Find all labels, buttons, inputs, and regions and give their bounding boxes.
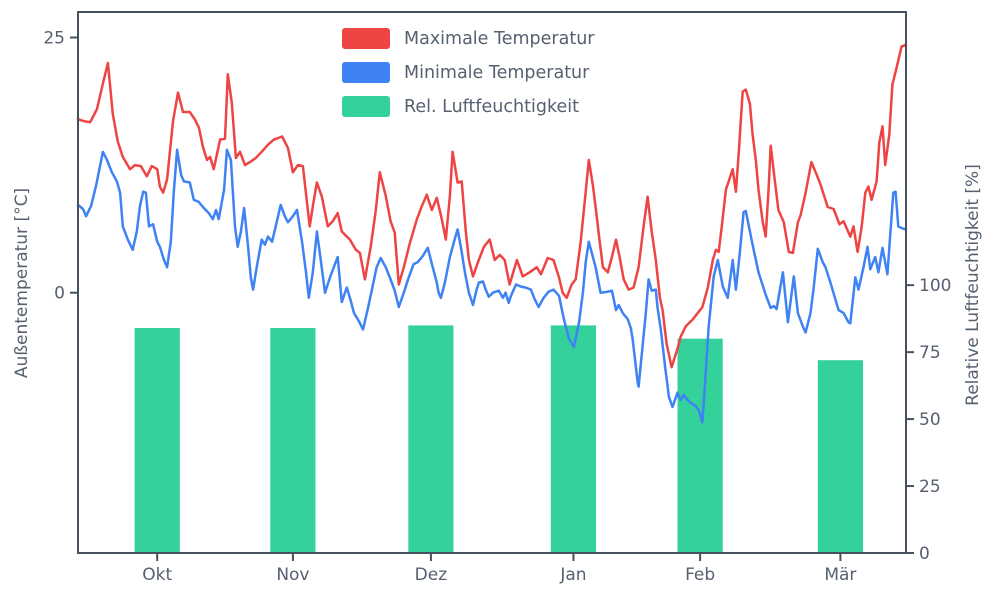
x-tick-label-Mär: Mär bbox=[824, 565, 856, 585]
legend-entry-humidity: Rel. Luftfeuchtigkeit bbox=[342, 96, 594, 117]
right-axis-label: Relative Luftfeuchtigkeit [%] bbox=[963, 164, 983, 406]
right-tick-label: 100 bbox=[919, 276, 951, 296]
humidity-bar-Jan bbox=[550, 325, 596, 553]
legend-label-max-temp: Maximale Temperatur bbox=[404, 28, 595, 49]
min-temp-line bbox=[76, 148, 908, 424]
max-temp-line bbox=[76, 43, 908, 369]
humidity-bar-Nov bbox=[270, 328, 316, 553]
humidity-swatch bbox=[342, 96, 390, 117]
plot-border bbox=[77, 11, 907, 554]
min-temp-swatch bbox=[342, 62, 390, 83]
humidity-bar-Dez bbox=[408, 325, 454, 553]
left-axis-label: Außentemperatur [°C] bbox=[12, 187, 32, 379]
x-tick-label-Jan: Jan bbox=[559, 565, 586, 585]
x-tick-label-Okt: Okt bbox=[142, 565, 172, 585]
right-tick-label: 75 bbox=[919, 343, 941, 363]
legend-label-humidity: Rel. Luftfeuchtigkeit bbox=[404, 96, 579, 117]
humidity-bar-Mär bbox=[817, 360, 863, 553]
x-tick-label-Nov: Nov bbox=[276, 565, 309, 585]
legend-entry-max-temp: Maximale Temperatur bbox=[342, 28, 594, 49]
right-tick-label: 25 bbox=[919, 477, 941, 497]
legend-label-min-temp: Minimale Temperatur bbox=[404, 62, 590, 83]
x-tick-label-Feb: Feb bbox=[685, 565, 715, 585]
left-tick-label: 25 bbox=[43, 29, 65, 49]
right-tick-label: 0 bbox=[919, 544, 930, 564]
max-temp-swatch bbox=[342, 28, 390, 49]
humidity-bar-Okt bbox=[134, 328, 180, 553]
legend: Maximale Temperatur Minimale Temperatur … bbox=[342, 28, 594, 117]
x-tick-label-Dez: Dez bbox=[415, 565, 448, 585]
legend-entry-min-temp: Minimale Temperatur bbox=[342, 62, 594, 83]
left-tick-label: 0 bbox=[54, 284, 65, 304]
humidity-bar-Feb bbox=[677, 338, 723, 553]
right-tick-label: 50 bbox=[919, 410, 941, 430]
